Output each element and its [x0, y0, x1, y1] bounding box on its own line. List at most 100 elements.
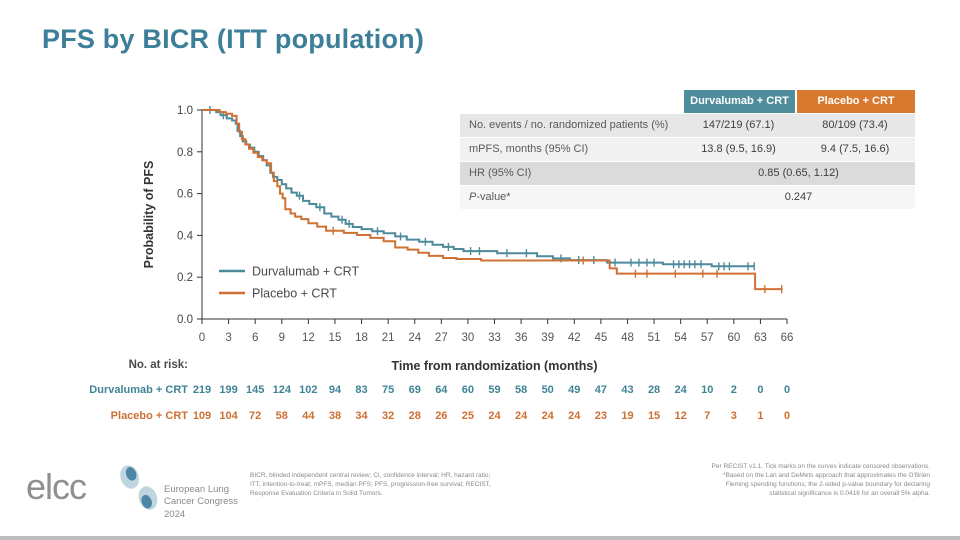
y-tick-label: 0.6: [177, 189, 193, 201]
risk-count: 58: [275, 410, 288, 422]
summary-table-header-row: Durvalumab + CRT Placebo + CRT: [460, 90, 915, 113]
x-tick-label: 60: [727, 332, 740, 344]
risk-count: 28: [647, 384, 661, 396]
y-axis-title: Probability of PFS: [142, 161, 156, 269]
p-value: 0.247: [784, 191, 813, 203]
x-tick-label: 36: [515, 332, 528, 344]
no-at-risk-label: No. at risk:: [128, 359, 188, 371]
risk-count: 72: [249, 410, 262, 422]
table-row-events: No. events / no. randomized patients (%)…: [460, 114, 915, 137]
risk-row-placebo: Placebo + CRT 109 104 72 58 44 38 34 32 28 26 25 24…: [0, 410, 960, 425]
risk-count: 3: [730, 410, 737, 422]
risk-count: 94: [328, 384, 342, 396]
row-label: mPFS, months (95% CI): [469, 143, 589, 155]
risk-count: 109: [192, 410, 212, 422]
legend-label: Placebo + CRT: [252, 287, 337, 301]
risk-count: 75: [382, 384, 395, 396]
slide-bottom-edge: [0, 536, 960, 540]
x-tick-label: 66: [781, 332, 794, 344]
risk-count: 34: [355, 410, 368, 422]
risk-count: 49: [568, 384, 581, 396]
x-tick-label: 0: [199, 332, 205, 344]
risk-count: 50: [541, 384, 554, 396]
risk-count: 219: [192, 384, 212, 396]
y-tick-label: 0.8: [177, 147, 193, 159]
congress-name: European Lung Cancer Congress 2024: [164, 484, 238, 520]
risk-count: 47: [594, 384, 607, 396]
row-label: HR (95% CI): [469, 167, 532, 179]
events-placebo: 80/109 (73.4): [822, 119, 888, 131]
x-tick-label: 6: [252, 332, 258, 344]
risk-count: 10: [701, 384, 714, 396]
risk-count: 15: [647, 410, 661, 422]
x-tick-label: 30: [462, 332, 475, 344]
p-rest: -value*: [476, 191, 511, 203]
summary-table: Durvalumab + CRT Placebo + CRT No. event…: [460, 90, 915, 210]
risk-count: 25: [461, 410, 475, 422]
risk-count: 83: [355, 384, 368, 396]
risk-count: 0: [757, 384, 764, 396]
risk-count: 2: [730, 384, 737, 396]
x-tick-label: 48: [621, 332, 634, 344]
risk-count: 145: [245, 384, 265, 396]
risk-count: 64: [435, 384, 448, 396]
table-row-pvalue: P-value* 0.247: [460, 186, 915, 209]
risk-count: 38: [328, 410, 342, 422]
risk-count: 1: [757, 410, 764, 422]
x-axis-title: Time from randomization (months): [391, 359, 597, 373]
risk-count: 24: [568, 410, 581, 422]
km-curve: [202, 109, 783, 291]
x-tick-label: 39: [541, 332, 554, 344]
y-tick-label: 0.4: [177, 230, 194, 242]
hr-value: 0.85 (0.65, 1.12): [758, 167, 839, 179]
risk-count: 7: [704, 410, 711, 422]
y-tick-label: 0.0: [177, 314, 193, 326]
risk-count: 44: [302, 410, 315, 422]
x-tick-label: 27: [435, 332, 448, 344]
row-label: No. events / no. randomized patients (%): [469, 119, 669, 131]
risk-count: 60: [461, 384, 475, 396]
risk-count: 32: [382, 410, 395, 422]
risk-count: 102: [299, 384, 318, 396]
risk-count: 104: [219, 410, 238, 422]
x-tick-label: 63: [754, 332, 767, 344]
x-tick-label: 3: [225, 332, 231, 344]
p-italic: P: [469, 191, 477, 203]
risk-count: 24: [674, 384, 687, 396]
x-tick-label: 57: [701, 332, 714, 344]
elcc-logo: elcc European Lung Cancer Congress 2024: [26, 462, 246, 524]
methods-footnote: Per RECIST v1.1. Tick marks on the curve…: [711, 463, 930, 497]
risk-count: 23: [594, 410, 607, 422]
risk-count: 58: [514, 384, 528, 396]
risk-row-label: Placebo + CRT: [110, 410, 188, 422]
y-tick-label: 0.2: [177, 272, 193, 284]
x-tick-label: 33: [488, 332, 501, 344]
x-tick-label: 51: [648, 332, 661, 344]
risk-count: 24: [541, 410, 554, 422]
mpfs-durvalumab: 13.8 (9.5, 16.9): [701, 143, 776, 155]
risk-count: 59: [488, 384, 501, 396]
x-tick-label: 12: [302, 332, 315, 344]
risk-count: 69: [408, 384, 421, 396]
row-label: P-value*: [460, 186, 682, 209]
risk-count: 24: [514, 410, 528, 422]
x-tick-label: 21: [382, 332, 395, 344]
risk-row-label: Durvalumab + CRT: [89, 384, 188, 396]
risk-count: 26: [435, 410, 448, 422]
x-tick-label: 15: [329, 332, 342, 344]
risk-row-durvalumab: Durvalumab + CRT 219 199 145 124 102 94 83 75 69…: [0, 384, 960, 399]
risk-count: 199: [219, 384, 238, 396]
x-tick-label: 54: [674, 332, 687, 344]
risk-count: 28: [408, 410, 421, 422]
risk-count: 43: [621, 384, 634, 396]
risk-count: 24: [488, 410, 501, 422]
km-curve: [202, 109, 755, 268]
mpfs-placebo: 9.4 (7.5, 16.6): [820, 143, 890, 155]
risk-count: 0: [783, 410, 791, 422]
risk-count: 19: [621, 410, 634, 422]
x-tick-label: 45: [594, 332, 607, 344]
elcc-logo-text: elcc: [26, 466, 87, 507]
x-tick-label: 24: [408, 332, 421, 344]
x-tick-label: 18: [355, 332, 368, 344]
y-tick-label: 1.0: [177, 105, 193, 117]
